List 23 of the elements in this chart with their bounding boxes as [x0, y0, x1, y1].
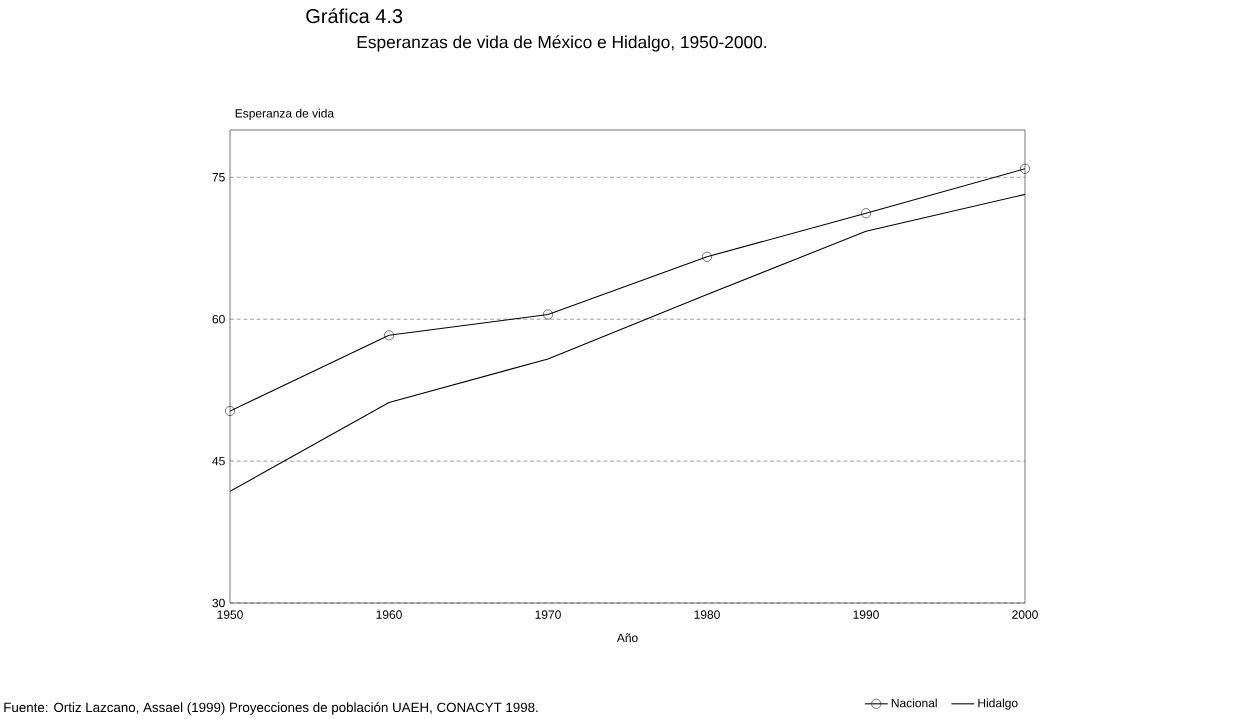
y-axis-title: Esperanza de vida: [235, 108, 335, 120]
point: [225, 406, 235, 416]
y-tick-label: 60: [212, 314, 225, 324]
chart-subtitle: Esperanzas de vida de México e Hidalgo, 1950-2000.: [357, 35, 767, 52]
x-tick-label: 1970: [535, 610, 561, 619]
source-note: Fuente: Ortiz Lazcano, Assael (1999) Proyecciones de población UAEH, CONACYT 1998.: [4, 702, 538, 715]
x-tick-label: 1980: [694, 610, 720, 619]
x-axis-title: Año: [616, 633, 638, 643]
y-tick-label: 75: [212, 173, 225, 182]
x-tick-label: 2000: [1012, 610, 1038, 619]
x-tick-label: 1950: [217, 610, 243, 619]
point: [543, 309, 553, 320]
point: [861, 208, 871, 219]
point: [1020, 163, 1030, 174]
y-tick-label: 45: [212, 456, 225, 466]
chart-title: Gráfica 4.3: [306, 8, 403, 24]
x-tick-label: 1990: [853, 610, 879, 619]
x-tick-label: 1960: [376, 610, 402, 619]
legend-label: Nacional: [891, 698, 937, 708]
point: [384, 330, 394, 341]
y-tick-label: 30: [212, 598, 225, 608]
point: [702, 251, 712, 262]
legend-label: Hidalgo: [978, 698, 1018, 710]
